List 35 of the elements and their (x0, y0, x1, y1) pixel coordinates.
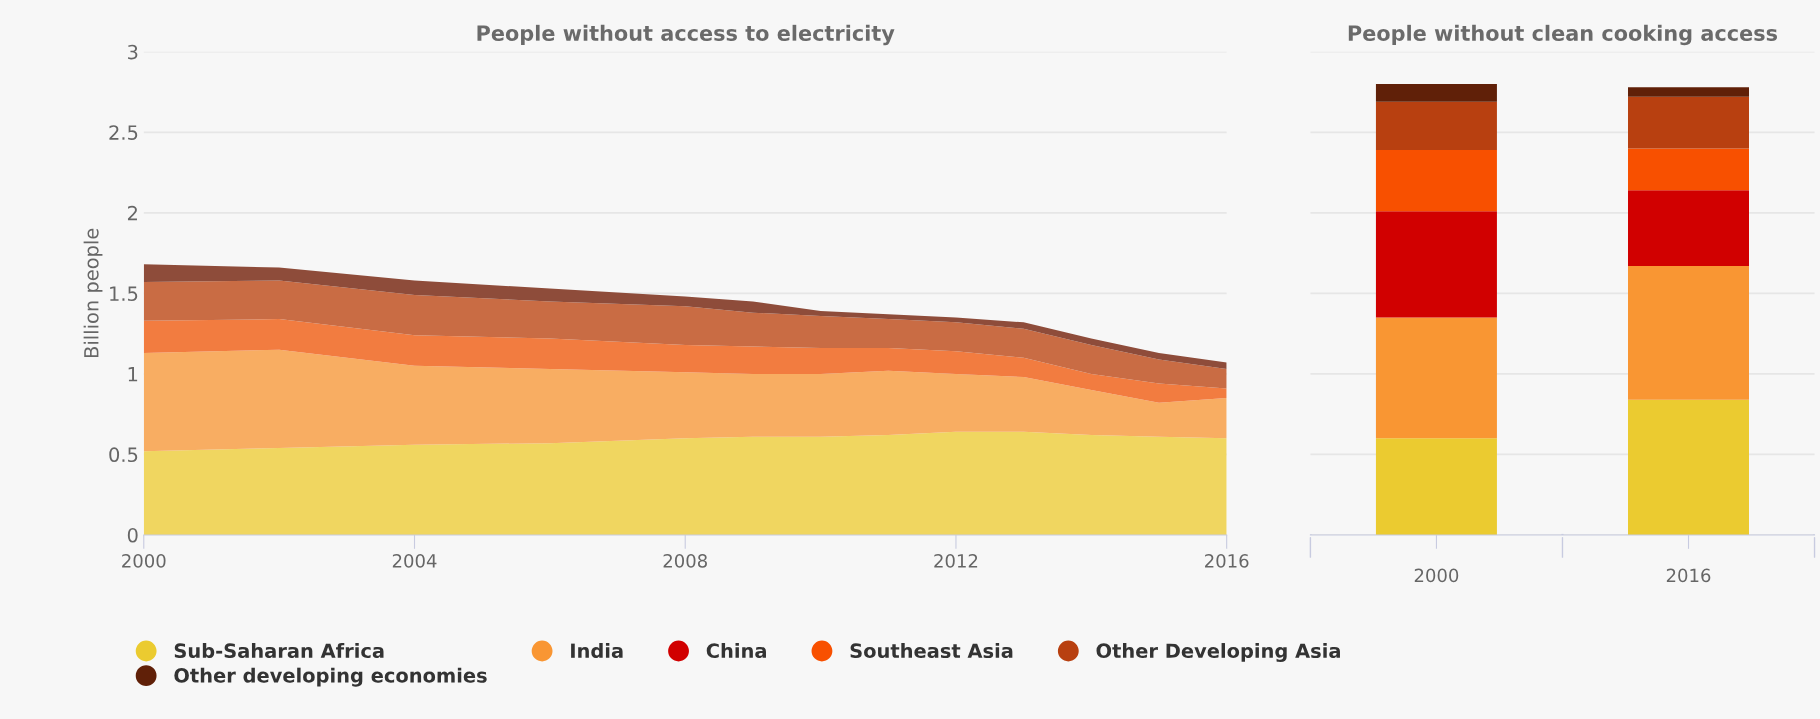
bar (1628, 265, 1749, 400)
legend-label: India (571, 643, 623, 659)
legend-label: China (706, 643, 766, 659)
y-tick-label: 2 (127, 205, 137, 221)
bar (1628, 96, 1749, 149)
y-tick-label: 0 (127, 527, 138, 543)
x-tick-label: 2016 (1666, 568, 1711, 583)
chart-title: People without access to electricity (477, 24, 895, 46)
bar (1375, 438, 1497, 535)
y-tick-label: 2.5 (109, 125, 138, 140)
bar (1375, 101, 1497, 151)
bar (1375, 83, 1497, 102)
y-tick-label: 3 (128, 44, 138, 60)
x-tick-label: 2000 (1414, 568, 1459, 583)
x-tick-label: 2004 (392, 554, 437, 568)
bar (1628, 148, 1749, 191)
legend-label: Other Developing Asia (1096, 643, 1340, 662)
x-tick-label: 2012 (934, 554, 978, 568)
legend-label: Sub-Saharan Africa (174, 643, 384, 659)
bar (1628, 399, 1749, 535)
legend-label: Southeast Asia (850, 643, 1013, 659)
bar (1375, 317, 1497, 439)
x-tick-label: 2008 (663, 554, 707, 568)
x-tick-label: 2000 (122, 554, 166, 568)
chart-title: People without clean cooking access (1348, 24, 1778, 46)
x-tick-label: 2016 (1205, 554, 1249, 568)
y-tick-label: 1 (128, 367, 138, 382)
bar (1628, 87, 1749, 97)
bar (1628, 190, 1749, 266)
legend-label: Other developing economies (174, 667, 487, 687)
y-axis-title: Billion people (83, 228, 103, 358)
y-tick-label: 1.5 (110, 286, 138, 302)
y-tick-label: 0.5 (109, 447, 138, 463)
bar (1375, 211, 1497, 318)
bar (1375, 150, 1497, 212)
